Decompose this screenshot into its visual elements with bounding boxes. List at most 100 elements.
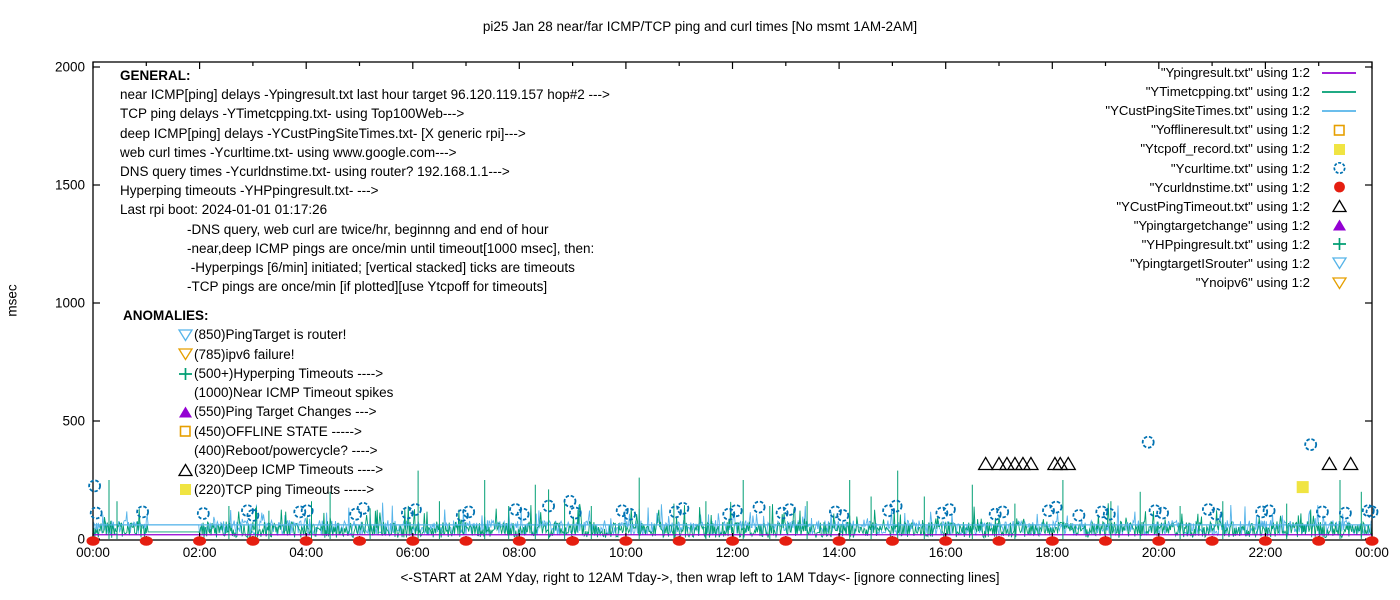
web-curl-point	[89, 506, 103, 520]
web-curl-point	[889, 499, 903, 513]
web-curl-point	[1102, 507, 1116, 521]
legend-label: "YCustPingTimeout.txt" using 1:2	[1116, 198, 1310, 214]
general-heading: GENERAL:	[120, 68, 191, 83]
dns-query-dot	[726, 536, 739, 546]
triangle-open-icon	[177, 463, 194, 477]
dns-query-dot	[885, 536, 899, 546]
dns-query-dot	[246, 536, 260, 546]
legend-entry: "Ynoipv6" using 1:2	[1105, 273, 1368, 292]
legend-entry: "YpingtargetISrouter" using 1:2	[1105, 254, 1368, 273]
anomaly-item: (320)Deep ICMP Timeouts ---->	[123, 460, 393, 479]
web-curl-point	[1339, 506, 1352, 520]
y-tick-label: 1000	[55, 296, 85, 311]
dns-query-dot	[1365, 536, 1379, 546]
y-tick-label: 500	[62, 414, 85, 429]
web-curl-point	[935, 506, 949, 520]
dns-query-dot	[939, 536, 953, 546]
web-curl-point	[136, 505, 150, 519]
web-curl-point	[1072, 509, 1086, 522]
anomaly-label: (850)PingTarget is router!	[194, 327, 347, 343]
anomaly-label: (400)Reboot/powercycle? ---->	[194, 443, 378, 459]
triangle-filled-icon	[179, 406, 192, 418]
dns-query-dot	[672, 536, 686, 546]
anomaly-item: (220)TCP ping Timeouts ----->	[123, 480, 393, 499]
general-annotations: GENERAL: near ICMP[ping] delays -Ypingres…	[120, 66, 610, 296]
web-curl-point	[669, 505, 682, 519]
anomaly-item: (550)Ping Target Changes --->	[123, 402, 393, 421]
web-curl-point	[88, 479, 101, 493]
web-curl-point	[729, 504, 743, 518]
anomaly-label: (220)TCP ping Timeouts ----->	[194, 481, 375, 497]
chart-title: pi25 Jan 28 near/far ICMP/TCP ping and c…	[482, 19, 918, 34]
x-tick-label: 00:00	[76, 545, 110, 560]
anomaly-label: (320)Deep ICMP Timeouts ---->	[194, 462, 384, 478]
dns-query-dot	[1258, 536, 1272, 546]
anomaly-item: (785)ipv6 failure!	[123, 345, 393, 364]
anomaly-label: (550)Ping Target Changes --->	[194, 404, 377, 420]
general-note: -Hyperpings [6/min] initiated; [vertical…	[187, 260, 575, 276]
legend-entry: "Ycurltime.txt" using 1:2	[1105, 158, 1368, 177]
deep-icmp-noise	[92, 502, 1373, 538]
general-line: deep ICMP[ping] delays -YCustPingSiteTim…	[120, 125, 526, 141]
deep-icmp-timeout-marker	[1014, 456, 1032, 471]
web-curl-point	[1255, 505, 1269, 519]
web-curl-point	[988, 507, 1002, 521]
web-curl-point	[722, 507, 736, 521]
dns-query-dot	[459, 536, 473, 546]
triangle-down-open-icon	[177, 348, 194, 361]
general-note: -TCP pings are once/min [if plotted][use…	[187, 279, 548, 295]
deep-icmp-timeout-marker	[1321, 456, 1338, 471]
web-curl-point	[615, 504, 629, 518]
web-curl-point	[836, 509, 850, 522]
y-tick-label: 1500	[55, 178, 85, 193]
dns-query-dot	[1312, 536, 1326, 546]
general-line: TCP ping delays -YTimetcpping.txt- using…	[120, 106, 465, 122]
web-curl-point	[349, 507, 363, 521]
web-curl-point	[455, 509, 469, 522]
square-open-icon	[179, 426, 191, 438]
x-tick-label: 04:00	[289, 545, 323, 560]
web-curl-point	[542, 499, 555, 513]
web-curl-point	[300, 504, 314, 518]
legend-label: "YCustPingSiteTimes.txt" using 1:2	[1105, 103, 1310, 119]
web-curl-point	[1148, 504, 1162, 518]
general-line: web curl times -Ycurltime.txt- using www…	[120, 144, 457, 160]
square-open-icon	[1333, 124, 1345, 136]
deep-icmp-timeout-marker	[1006, 456, 1024, 471]
dns-query-dot	[832, 536, 846, 546]
anomalies-heading: ANOMALIES:	[123, 308, 209, 323]
triangle-down-open-icon	[1331, 257, 1347, 271]
web-curl-point	[246, 509, 260, 522]
dns-query-dot	[86, 536, 100, 546]
dns-query-dot	[992, 536, 1006, 546]
dns-query-dot	[619, 536, 633, 546]
web-curl-point	[1262, 504, 1276, 518]
circle-filled-icon	[1333, 181, 1345, 193]
deep-icmp-timeout-marker	[998, 456, 1016, 471]
web-curl-point	[1156, 506, 1169, 520]
dns-query-dot	[512, 536, 526, 546]
y-tick-label: 0	[77, 532, 85, 547]
legend-label: "YHPpingresult.txt" using 1:2	[1141, 236, 1310, 252]
legend-label: "Ypingresult.txt" using 1:2	[1160, 65, 1310, 81]
web-curl-point	[1095, 505, 1109, 519]
anomaly-label: (1000)Near ICMP Timeout spikes	[194, 385, 394, 401]
web-curl-point	[676, 501, 690, 515]
web-curl-point	[1365, 505, 1379, 519]
triangle-down-open-icon	[177, 329, 194, 342]
legend-label: "Ytcpoff_record.txt" using 1:2	[1140, 141, 1310, 157]
legend-entry: "Yofflineresult.txt" using 1:2	[1105, 120, 1368, 139]
x-tick-label: 02:00	[183, 545, 217, 560]
general-line: Last rpi boot: 2024-01-01 01:17:26	[120, 202, 328, 218]
deep-icmp-timeout-marker	[990, 456, 1008, 471]
dns-query-dot	[1152, 536, 1166, 546]
web-curl-point	[829, 505, 842, 519]
square-filled-icon	[180, 484, 191, 496]
web-curl-point	[568, 506, 582, 520]
dns-query-dot	[1045, 536, 1059, 546]
web-curl-point	[563, 494, 577, 508]
web-curl-point	[1042, 504, 1055, 518]
legend-label: "YTimetcpping.txt" using 1:2	[1145, 84, 1310, 100]
